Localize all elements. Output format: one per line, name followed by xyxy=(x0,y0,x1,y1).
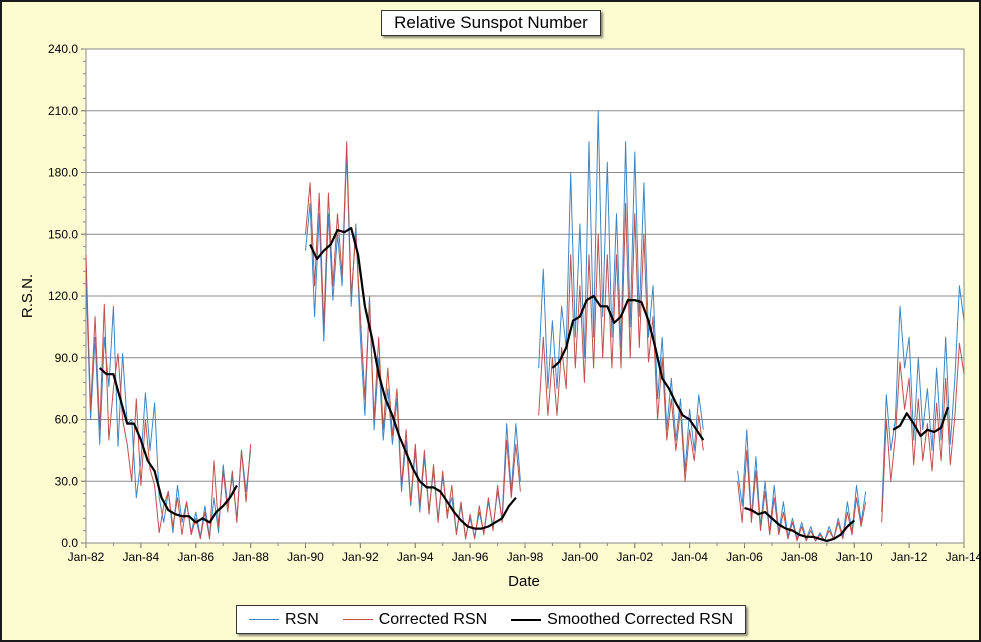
x-tick-label: Jan-10 xyxy=(836,550,873,564)
legend-item-corrected-rsn: Corrected RSN xyxy=(342,610,488,629)
series-line-smoothed-corrected-rsn xyxy=(744,506,856,543)
legend-swatch-rsn xyxy=(248,619,279,620)
series-line-corrected-rsn xyxy=(881,342,965,523)
x-tick-label: Jan-14 xyxy=(946,550,981,564)
x-tick-label: Jan-90 xyxy=(287,550,324,564)
x-tick-label: Jan-94 xyxy=(397,550,434,564)
legend-label-corrected-rsn: Corrected RSN xyxy=(378,610,488,628)
series-line-corrected-rsn xyxy=(85,254,252,540)
y-axis-title: R.S.N. xyxy=(19,274,36,318)
legend-swatch-smoothed-corrected-rsn xyxy=(511,618,542,621)
series-line-smoothed-corrected-rsn xyxy=(892,406,950,438)
y-tick-label: 240.0 xyxy=(48,42,78,56)
x-tick-label: Jan-08 xyxy=(781,550,818,564)
x-tick-label: Jan-00 xyxy=(562,550,599,564)
x-tick-label: Jan-96 xyxy=(452,550,489,564)
x-tick-label: Jan-98 xyxy=(507,550,544,564)
y-tick-label: 90.0 xyxy=(55,351,79,365)
y-tick-label: 30.0 xyxy=(55,474,79,488)
series-line-smoothed-corrected-rsn xyxy=(309,227,517,530)
legend-item-smoothed-corrected-rsn: Smoothed Corrected RSN xyxy=(511,611,733,629)
series-line-smoothed-corrected-rsn xyxy=(98,367,238,524)
legend-label-rsn: RSN xyxy=(284,610,319,628)
x-tick-label: Jan-04 xyxy=(671,550,708,564)
legend-label-smoothed-corrected-rsn: Smoothed Corrected RSN xyxy=(547,610,733,628)
series-line-corrected-rsn xyxy=(538,202,704,482)
x-tick-label: Jan-88 xyxy=(232,550,269,564)
x-tick-label: Jan-02 xyxy=(616,550,653,564)
chart-title: Relative Sunspot Number xyxy=(381,10,601,36)
y-tick-label: 180.0 xyxy=(48,166,78,180)
y-tick-label: 150.0 xyxy=(48,227,78,241)
legend: RSN Corrected RSN Smoothed Corrected RSN xyxy=(236,605,746,634)
series-line-rsn xyxy=(737,429,867,542)
legend-swatch-corrected-rsn xyxy=(342,619,373,620)
x-tick-label: Jan-12 xyxy=(891,550,928,564)
series-line-smoothed-corrected-rsn xyxy=(551,294,705,441)
y-tick-label: 0.0 xyxy=(61,536,78,550)
x-axis-title: Date xyxy=(508,573,540,590)
x-tick-label: Jan-92 xyxy=(342,550,379,564)
x-tick-label: Jan-84 xyxy=(123,550,160,564)
x-tick-label: Jan-06 xyxy=(726,550,763,564)
x-tick-label: Jan-86 xyxy=(177,550,214,564)
y-tick-label: 60.0 xyxy=(55,413,79,427)
y-tick-label: 120.0 xyxy=(48,289,78,303)
y-tick-label: 210.0 xyxy=(48,104,78,118)
legend-item-rsn: RSN xyxy=(248,610,319,629)
x-tick-label: Jan-82 xyxy=(68,550,105,564)
series-line-rsn xyxy=(881,285,965,513)
